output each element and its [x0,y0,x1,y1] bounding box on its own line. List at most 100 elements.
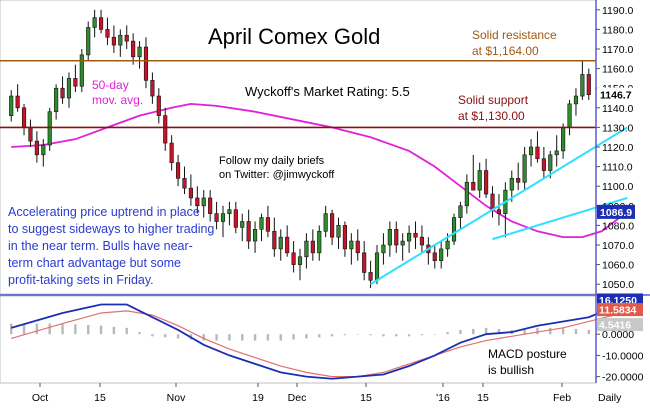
candle [516,162,521,191]
price-y-tick-label: 1060.0 [602,260,634,272]
candle-body-up [240,221,245,228]
candle [323,205,328,238]
candle-body-down [21,107,27,128]
price-y-tick-label: 1050.0 [602,279,634,291]
candle-body-down [143,46,149,81]
twitter-note-line1: Follow my daily briefs [219,155,325,167]
candle [528,139,534,167]
candle [439,241,444,269]
resistance-label-line1: Solid resistance [472,28,557,42]
candle [400,233,405,261]
candle [355,229,360,261]
candle-body-down [541,158,546,171]
candle [156,88,161,124]
candle-body-up [9,95,14,116]
macd-annotation-line2: is bullish [488,363,534,377]
candle-body-down [471,181,476,191]
candle-body-up [323,213,328,232]
price-y-tick-label: 1130.0 [602,122,633,134]
candle [394,221,399,253]
macd-histogram-bar [395,334,398,337]
x-tick-label: 19 [252,392,264,404]
ma-label-line2: mov. avg. [92,93,143,107]
candle-body-up [458,205,463,218]
candle [464,174,469,214]
candle-body-down [330,213,335,238]
candle [111,25,116,53]
macd-layer [10,299,635,380]
price-y-tick-label: 1140.0 [602,103,633,115]
candle-body-down [516,178,521,183]
candle-body-down [432,252,437,261]
macd-histogram-bar [241,334,244,341]
candle [317,225,322,261]
commentary-line5: profit-taking sets in Friday. [8,273,154,287]
candle-body-up [118,34,123,46]
candle-body-up [253,229,258,242]
macd-histogram-bar [266,334,270,341]
candle [419,225,424,253]
market-rating: Wyckoff's Market Rating: 5.5 [245,84,410,99]
macd-histogram-bar [574,328,578,335]
candle-body-down [419,236,424,246]
candle-body-down [124,34,129,42]
candle-body-up [477,170,482,191]
candle [73,64,78,93]
x-tick-label: 15 [477,392,489,404]
candle-body-up [561,127,566,152]
macd-histogram-bar [549,327,552,335]
candle-body-down [34,140,39,156]
candle [34,131,39,163]
candle-body-up [573,95,579,105]
macd-annotation-line1: MACD posture [488,347,567,361]
candle [278,229,283,261]
x-tick-label: 15 [94,392,106,404]
macd-histogram-bar [48,323,51,335]
candle-body-down [15,95,20,109]
candle [554,135,559,167]
macd-histogram-bar [318,334,321,338]
candle-body-down [496,209,502,214]
macd-histogram-bar [523,328,526,335]
candle-body-down [111,36,116,46]
commentary-line1: Accelerating price uptrend in place [8,205,200,219]
x-tick-label: '16 [436,392,450,404]
macd-histogram-bar [228,334,231,341]
macd-histogram-bar [138,332,141,335]
candle [246,209,251,249]
candle-body-down [169,142,174,163]
macd-histogram-bar [74,324,77,335]
histogram-value-tag-box [597,318,643,332]
candle-body-down [98,17,104,30]
candle-body-down [131,40,136,58]
macd-histogram-bar [253,334,257,341]
macd-histogram-bar [22,323,26,335]
candle [330,209,335,245]
macd-y-tick-label: -20.0000 [602,372,644,384]
support-resistance-layer [0,59,628,286]
ma-value-tag-box [597,204,635,219]
candle [86,21,91,61]
candle [509,170,514,202]
commentary-line3: in the near term. Bulls have near- [8,239,193,253]
macd-histogram-bar [112,326,116,335]
candle-body-up [349,240,354,250]
price-y-tick-label: 1110.0 [602,162,633,174]
candle [47,107,52,151]
candle-body-down [73,78,78,87]
candle-body-down [342,225,347,250]
macd-histogram-bar [420,334,424,336]
candle-body-up [47,111,52,146]
macd-histogram-bar [459,329,462,335]
candle-body-down [394,229,399,246]
candle-body-up [92,17,97,28]
candle-body-down [233,209,238,228]
commentary-line4: term chart advantage but some [8,256,181,270]
candle-body-up [407,232,412,242]
twitter-note-line2: on Twitter: @jimwyckoff [219,169,335,181]
candle [201,190,206,218]
candle [60,76,65,104]
candle [233,201,238,234]
ma-value-tag-text: 1086.9 [600,207,632,219]
macd-histogram-bar [446,332,449,335]
